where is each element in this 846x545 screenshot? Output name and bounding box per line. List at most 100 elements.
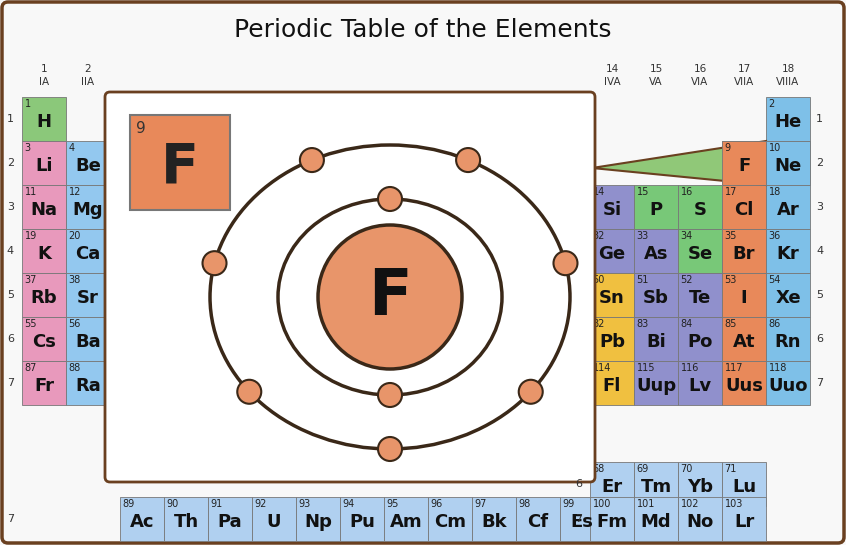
Text: 4: 4 <box>816 246 823 256</box>
Text: Fm: Fm <box>596 513 628 531</box>
Text: 1: 1 <box>25 99 30 109</box>
Text: 18: 18 <box>768 187 781 197</box>
Text: IA: IA <box>39 77 49 87</box>
Text: 87: 87 <box>25 363 37 373</box>
Bar <box>428 497 472 541</box>
Text: 94: 94 <box>343 499 354 509</box>
Text: 98: 98 <box>519 499 530 509</box>
Text: 2: 2 <box>768 99 775 109</box>
Text: 53: 53 <box>724 275 737 285</box>
Polygon shape <box>592 141 766 185</box>
Bar <box>252 141 296 185</box>
Text: 100: 100 <box>592 499 611 509</box>
Text: 55: 55 <box>25 319 37 329</box>
Circle shape <box>202 251 227 275</box>
Text: Cm: Cm <box>434 513 466 531</box>
Text: 14: 14 <box>606 64 618 74</box>
Text: Am: Am <box>390 513 422 531</box>
FancyBboxPatch shape <box>105 92 595 482</box>
Circle shape <box>318 225 462 369</box>
Bar <box>164 497 208 541</box>
Text: As: As <box>644 245 668 263</box>
Bar <box>722 141 766 185</box>
Text: Lr: Lr <box>733 513 754 531</box>
Text: Be: Be <box>75 157 101 175</box>
Bar <box>678 273 722 317</box>
Text: Ra: Ra <box>75 377 101 395</box>
Text: 93: 93 <box>299 499 310 509</box>
Bar <box>678 361 722 405</box>
Text: 16: 16 <box>680 187 693 197</box>
Bar <box>340 141 384 185</box>
Text: 32: 32 <box>592 231 605 241</box>
Text: 50: 50 <box>592 275 605 285</box>
Bar <box>722 317 766 361</box>
Text: 96: 96 <box>431 499 442 509</box>
Bar <box>66 229 110 273</box>
Text: 6: 6 <box>7 334 14 344</box>
Text: 35: 35 <box>724 231 737 241</box>
Text: Uus: Uus <box>725 377 763 395</box>
Bar <box>516 497 560 541</box>
Text: 38: 38 <box>69 275 80 285</box>
Bar <box>22 97 66 141</box>
Bar <box>634 497 678 541</box>
Text: VIIA: VIIA <box>733 77 754 87</box>
Text: 115: 115 <box>636 363 655 373</box>
Bar <box>766 141 810 185</box>
Circle shape <box>456 148 480 172</box>
Text: Ac: Ac <box>129 513 154 531</box>
Text: 34: 34 <box>680 231 693 241</box>
Circle shape <box>553 251 578 275</box>
Text: 10: 10 <box>768 143 781 153</box>
Text: 3: 3 <box>25 143 30 153</box>
Bar <box>66 185 110 229</box>
Text: Uup: Uup <box>636 377 676 395</box>
Text: U: U <box>266 513 281 531</box>
Bar <box>678 317 722 361</box>
Text: 14: 14 <box>592 187 605 197</box>
Bar <box>722 229 766 273</box>
Text: Ne: Ne <box>774 157 802 175</box>
Text: Th: Th <box>173 513 199 531</box>
Text: 3: 3 <box>7 202 14 212</box>
Text: Fr: Fr <box>34 377 54 395</box>
Text: Mg: Mg <box>73 201 103 219</box>
Text: 20: 20 <box>69 231 81 241</box>
Text: VA: VA <box>649 77 662 87</box>
Bar <box>722 361 766 405</box>
Bar <box>590 273 634 317</box>
Text: Es: Es <box>570 513 593 531</box>
Text: P: P <box>650 201 662 219</box>
Text: 91: 91 <box>211 499 222 509</box>
Circle shape <box>299 148 324 172</box>
Text: Pb: Pb <box>599 333 625 351</box>
Text: 37: 37 <box>25 275 37 285</box>
Text: 83: 83 <box>636 319 649 329</box>
Bar <box>678 497 722 541</box>
Bar <box>66 273 110 317</box>
Bar <box>766 361 810 405</box>
Bar <box>766 97 810 141</box>
Text: Ne: Ne <box>774 157 802 175</box>
Text: 9: 9 <box>724 143 731 153</box>
Text: H: H <box>36 113 52 131</box>
Text: I: I <box>741 289 747 307</box>
Bar <box>722 462 766 506</box>
Text: No: No <box>686 513 714 531</box>
Text: 1: 1 <box>816 114 823 124</box>
Text: Pa: Pa <box>217 513 242 531</box>
Text: 2: 2 <box>7 158 14 168</box>
Text: 4: 4 <box>69 143 74 153</box>
Bar <box>722 273 766 317</box>
Text: 56: 56 <box>69 319 81 329</box>
Text: Pu: Pu <box>349 513 375 531</box>
Text: Ca: Ca <box>75 245 101 263</box>
Text: 102: 102 <box>680 499 699 509</box>
Text: 15: 15 <box>636 187 649 197</box>
Text: Li: Li <box>36 157 52 175</box>
Text: Cf: Cf <box>527 513 548 531</box>
Bar <box>766 317 810 361</box>
Text: 99: 99 <box>563 499 574 509</box>
Bar <box>384 497 428 541</box>
